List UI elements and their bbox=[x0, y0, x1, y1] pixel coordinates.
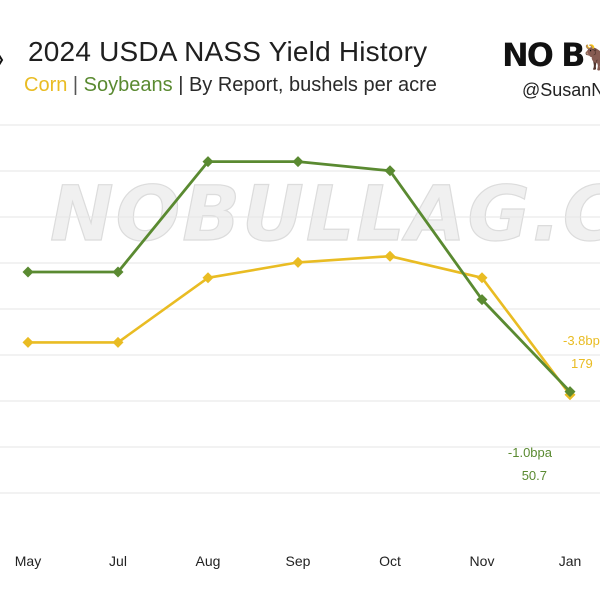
x-axis-ticks: May Jul Aug Sep Oct Nov Jan bbox=[15, 553, 582, 569]
soybeans-data-point bbox=[476, 294, 488, 306]
series-layer bbox=[22, 156, 576, 401]
soybeans-data-point bbox=[292, 156, 304, 168]
data-labels: -3.8bp 179 -1.0bpa 50.7 bbox=[508, 333, 600, 483]
corn-data-point bbox=[292, 256, 304, 268]
soybeans-data-point bbox=[202, 156, 214, 168]
x-tick-label: Nov bbox=[470, 553, 495, 569]
chart-subtitle: Corn | Soybeans | By Report, bushels per… bbox=[24, 74, 437, 97]
subtitle-rest: | By Report, bushels per acre bbox=[172, 74, 437, 96]
x-tick-label: Sep bbox=[286, 553, 311, 569]
corn-data-point bbox=[112, 336, 124, 348]
social-handle: @SusanN bbox=[522, 80, 600, 100]
corn-change-label: -3.8bp bbox=[563, 333, 600, 348]
corn-data-point bbox=[476, 272, 488, 284]
soybeans-data-point bbox=[112, 266, 124, 278]
brand-logo: NO B🐂 bbox=[502, 36, 600, 74]
corn-final-value-label: 179 bbox=[571, 356, 593, 371]
subtitle-corn: Corn bbox=[24, 74, 68, 96]
x-tick-label: Jul bbox=[109, 553, 127, 569]
corn-data-point bbox=[202, 272, 214, 284]
x-tick-label: Aug bbox=[196, 553, 221, 569]
corn-data-point bbox=[22, 336, 34, 348]
chart-title: 2024 USDA NASS Yield History bbox=[28, 36, 428, 67]
x-tick-label: May bbox=[15, 553, 41, 569]
soybeans-change-label: -1.0bpa bbox=[508, 445, 553, 460]
corner-arrow-icon bbox=[0, 54, 4, 66]
bull-icon: 🐂 bbox=[583, 43, 600, 73]
soybeans-final-value-label: 50.7 bbox=[522, 468, 547, 483]
grid-lines bbox=[0, 124, 600, 494]
subtitle-separator: | bbox=[67, 74, 84, 96]
subtitle-soybeans: Soybeans bbox=[83, 74, 173, 96]
x-tick-label: Jan bbox=[559, 553, 582, 569]
soybeans-data-point bbox=[564, 386, 576, 398]
logo-text: NO B bbox=[502, 36, 586, 74]
corn-series-line bbox=[28, 254, 572, 396]
soybeans-data-point bbox=[384, 165, 396, 177]
corn-data-point bbox=[384, 250, 396, 262]
soybeans-data-point bbox=[22, 266, 34, 278]
watermark-text: NOBULLAG.COM bbox=[50, 169, 600, 258]
x-tick-label: Oct bbox=[379, 553, 401, 569]
